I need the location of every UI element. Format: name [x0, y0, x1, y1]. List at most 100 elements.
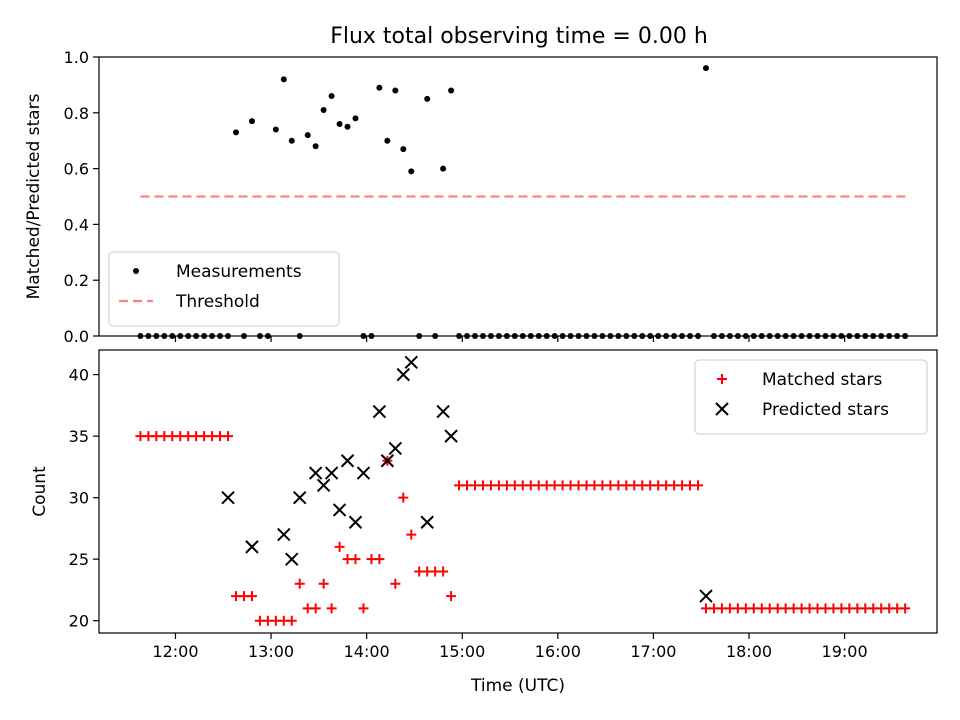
- x-tick-label: 15:00: [439, 642, 485, 661]
- measurement-point: [456, 333, 463, 339]
- matched-stars-point: [693, 480, 704, 491]
- measurement-point: [312, 143, 319, 150]
- measurement-point: [583, 333, 590, 339]
- matched-stars-point: [310, 603, 321, 614]
- measurement-point: [511, 333, 518, 339]
- predicted-stars-point: [245, 540, 259, 554]
- x-tick-label: 19:00: [822, 642, 868, 661]
- predicted-stars-point: [444, 429, 458, 443]
- measurement-point: [288, 137, 295, 144]
- measurement-point: [440, 165, 447, 172]
- measurement-point: [639, 333, 646, 339]
- predicted-stars-point: [340, 454, 355, 468]
- y-axis-label: Count: [30, 466, 50, 517]
- y-tick-label: 0.4: [64, 215, 89, 234]
- measurement-point: [806, 333, 813, 339]
- measurement-point: [535, 333, 542, 339]
- predicted-stars-point: [332, 503, 347, 517]
- predicted-stars-point: [372, 404, 387, 419]
- predicted-stars-point: [388, 441, 403, 456]
- measurement-point: [838, 333, 845, 339]
- measurement-point: [233, 129, 240, 136]
- measurement-point: [870, 333, 877, 339]
- y-tick-label: 0.2: [64, 271, 89, 290]
- measurement-point: [758, 333, 765, 339]
- predicted-stars-point: [308, 466, 323, 480]
- measurement-point: [687, 333, 694, 339]
- x-tick-label: 13:00: [248, 642, 294, 661]
- measurement-point: [527, 333, 534, 339]
- measurement-point: [878, 333, 885, 339]
- predicted-stars-point: [348, 515, 363, 529]
- measurement-point: [702, 65, 709, 72]
- measurement-point: [814, 333, 821, 339]
- measurement-point: [718, 333, 725, 339]
- predicted-stars-point: [396, 367, 411, 382]
- measurement-point: [846, 333, 853, 339]
- y-tick-label: 20: [69, 612, 89, 631]
- y-tick-label: 0.6: [64, 160, 89, 179]
- measurement-point: [575, 333, 582, 339]
- measurement-point: [663, 333, 670, 339]
- matched-stars-point: [334, 541, 345, 552]
- legend-box: [694, 359, 928, 435]
- legend-measurements-swatch: [133, 268, 139, 274]
- measurement-point: [264, 333, 271, 339]
- measurement-point: [448, 87, 455, 94]
- matched-stars-point: [438, 566, 449, 577]
- measurement-point: [304, 132, 311, 139]
- y-tick-label: 0.8: [64, 104, 89, 123]
- measurement-point: [679, 333, 686, 339]
- measurement-point: [886, 333, 893, 339]
- measurement-point: [671, 333, 678, 339]
- measurement-point: [647, 333, 654, 339]
- measurement-point: [408, 168, 415, 175]
- legend-box: [108, 251, 340, 327]
- measurement-point: [169, 333, 176, 339]
- measurement-point: [416, 333, 423, 339]
- measurement-point: [543, 333, 550, 339]
- matched-stars-point: [223, 431, 234, 442]
- measurement-point: [464, 333, 471, 339]
- measurement-point: [145, 333, 152, 339]
- measurement-point: [400, 146, 407, 153]
- y-tick-label: 25: [69, 550, 89, 569]
- measurement-point: [177, 333, 184, 339]
- predicted-stars-point: [380, 454, 395, 468]
- measurement-point: [766, 333, 773, 339]
- measurement-point: [599, 333, 606, 339]
- measurement-point: [631, 333, 638, 339]
- x-tick-label: 12:00: [152, 642, 198, 661]
- x-axis-label: Time (UTC): [470, 676, 565, 696]
- matched-stars-point: [406, 529, 417, 540]
- measurement-point: [352, 115, 359, 122]
- measurement-point: [798, 333, 805, 339]
- legend-entry-label: Predicted stars: [762, 400, 889, 420]
- measurement-point: [854, 333, 861, 339]
- matched-stars-point: [358, 603, 369, 614]
- measurement-point: [153, 333, 160, 339]
- measurement-point: [376, 84, 383, 91]
- measurement-point: [344, 123, 351, 130]
- predicted-stars-point: [285, 552, 299, 566]
- y-tick-label: 0.0: [64, 327, 89, 346]
- measurement-point: [256, 333, 263, 339]
- measurement-point: [328, 93, 335, 100]
- matched-stars-point: [246, 591, 257, 602]
- measurement-point: [559, 333, 566, 339]
- measurement-point: [360, 333, 367, 339]
- measurement-point: [710, 333, 717, 339]
- measurement-point: [894, 333, 901, 339]
- measurement-point: [487, 333, 494, 339]
- legend-entry-label: Matched stars: [762, 370, 882, 390]
- measurement-point: [193, 333, 200, 339]
- measurement-point: [615, 333, 622, 339]
- measurement-point: [742, 333, 749, 339]
- measurement-point: [782, 333, 789, 339]
- y-tick-label: 30: [69, 489, 89, 508]
- measurement-point: [623, 333, 630, 339]
- measurement-point: [750, 333, 757, 339]
- predicted-stars-point: [699, 589, 713, 603]
- measurement-point: [471, 333, 478, 339]
